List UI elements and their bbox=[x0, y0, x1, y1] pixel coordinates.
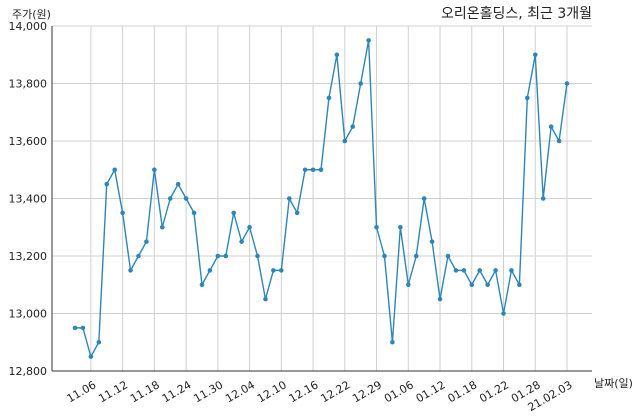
grid-lines bbox=[52, 25, 592, 372]
data-point bbox=[152, 167, 157, 173]
data-point bbox=[80, 325, 86, 331]
y-tick-label: 12,800 bbox=[9, 365, 48, 378]
y-tick-label: 13,400 bbox=[9, 193, 48, 206]
data-point bbox=[302, 167, 308, 173]
data-point bbox=[247, 224, 252, 230]
data-point bbox=[358, 81, 363, 86]
data-point bbox=[223, 253, 229, 259]
y-tick-labels: 12,800 13,000 13,200 13,400 13,600 13,800 14,0… bbox=[9, 20, 48, 378]
x-axis-label: 날짜(일) bbox=[594, 376, 633, 390]
data-point bbox=[231, 210, 237, 216]
data-point bbox=[525, 95, 530, 101]
data-point bbox=[366, 38, 371, 43]
data-point bbox=[382, 253, 387, 259]
x-tick-label: 12.22 bbox=[319, 378, 353, 405]
data-point bbox=[501, 311, 506, 316]
data-point bbox=[461, 268, 467, 273]
data-point bbox=[112, 167, 117, 173]
data-point bbox=[437, 296, 443, 302]
data-point bbox=[350, 124, 356, 129]
y-tick-label: 13,200 bbox=[9, 250, 48, 263]
data-point bbox=[509, 268, 514, 273]
data-point bbox=[96, 339, 102, 345]
data-point bbox=[271, 268, 276, 273]
x-tick-label: 11.06 bbox=[65, 378, 99, 405]
data-point bbox=[477, 268, 483, 273]
data-point bbox=[326, 95, 332, 101]
x-tick-label: 12.10 bbox=[255, 378, 289, 405]
data-point bbox=[445, 253, 451, 259]
data-point bbox=[286, 196, 292, 201]
chart-title: 오리온홀딩스, 최근 3개월 bbox=[441, 6, 592, 22]
data-point bbox=[517, 282, 522, 288]
data-point bbox=[104, 181, 110, 187]
data-point bbox=[548, 124, 554, 129]
y-axis-label: 주가(원) bbox=[12, 8, 51, 21]
data-point bbox=[334, 52, 340, 58]
data-point bbox=[390, 339, 395, 345]
data-point bbox=[398, 224, 403, 230]
axes bbox=[51, 26, 592, 372]
data-point bbox=[136, 253, 141, 259]
x-tick-label: 11.30 bbox=[192, 378, 226, 405]
y-tick-label: 13,800 bbox=[9, 78, 48, 91]
data-point bbox=[469, 282, 475, 288]
data-point bbox=[239, 239, 244, 244]
data-point bbox=[144, 239, 149, 244]
data-point bbox=[413, 253, 419, 259]
data-point bbox=[128, 268, 133, 273]
data-point bbox=[183, 196, 189, 201]
x-tick-label: 01.22 bbox=[477, 378, 511, 405]
data-point bbox=[215, 253, 221, 259]
data-point bbox=[263, 296, 268, 302]
data-point bbox=[564, 81, 570, 86]
data-point bbox=[88, 354, 94, 359]
data-point bbox=[540, 196, 546, 201]
data-point bbox=[199, 282, 205, 288]
data-point bbox=[159, 224, 165, 230]
data-point bbox=[421, 196, 427, 201]
x-tick-label: 01.18 bbox=[445, 378, 479, 405]
data-point bbox=[120, 210, 125, 216]
y-tick-label: 14,000 bbox=[9, 20, 48, 33]
data-point bbox=[556, 138, 562, 144]
data-point bbox=[485, 282, 490, 288]
data-point bbox=[453, 268, 459, 273]
data-point bbox=[255, 253, 260, 259]
x-tick-label: 12.29 bbox=[350, 378, 384, 405]
data-point bbox=[310, 167, 316, 173]
data-point bbox=[532, 52, 538, 58]
x-tick-label: 11.18 bbox=[128, 378, 162, 405]
data-point bbox=[493, 268, 498, 273]
price-series bbox=[72, 38, 570, 359]
x-tick-label: 12.16 bbox=[287, 378, 321, 405]
data-point bbox=[191, 210, 197, 216]
x-tick-label: 01.06 bbox=[382, 378, 416, 405]
data-point bbox=[294, 210, 300, 216]
data-point bbox=[279, 268, 284, 273]
x-tick-label: 11.12 bbox=[96, 378, 130, 405]
x-tick-label: 01.12 bbox=[414, 378, 448, 405]
data-point bbox=[405, 282, 411, 288]
data-point bbox=[429, 239, 435, 244]
data-point bbox=[318, 167, 324, 173]
data-point bbox=[342, 138, 348, 144]
data-point bbox=[374, 224, 379, 230]
data-point bbox=[175, 181, 181, 187]
data-point bbox=[167, 196, 173, 201]
x-tick-label: 12.04 bbox=[223, 378, 257, 405]
x-tick-labels: 11.0611.1211.1811.2411.3012.0412.1012.16… bbox=[65, 378, 575, 414]
y-tick-label: 13,000 bbox=[9, 308, 48, 321]
data-point bbox=[207, 268, 213, 273]
x-tick-label: 11.24 bbox=[160, 378, 194, 405]
y-tick-label: 13,600 bbox=[9, 135, 48, 148]
data-point bbox=[72, 325, 78, 331]
